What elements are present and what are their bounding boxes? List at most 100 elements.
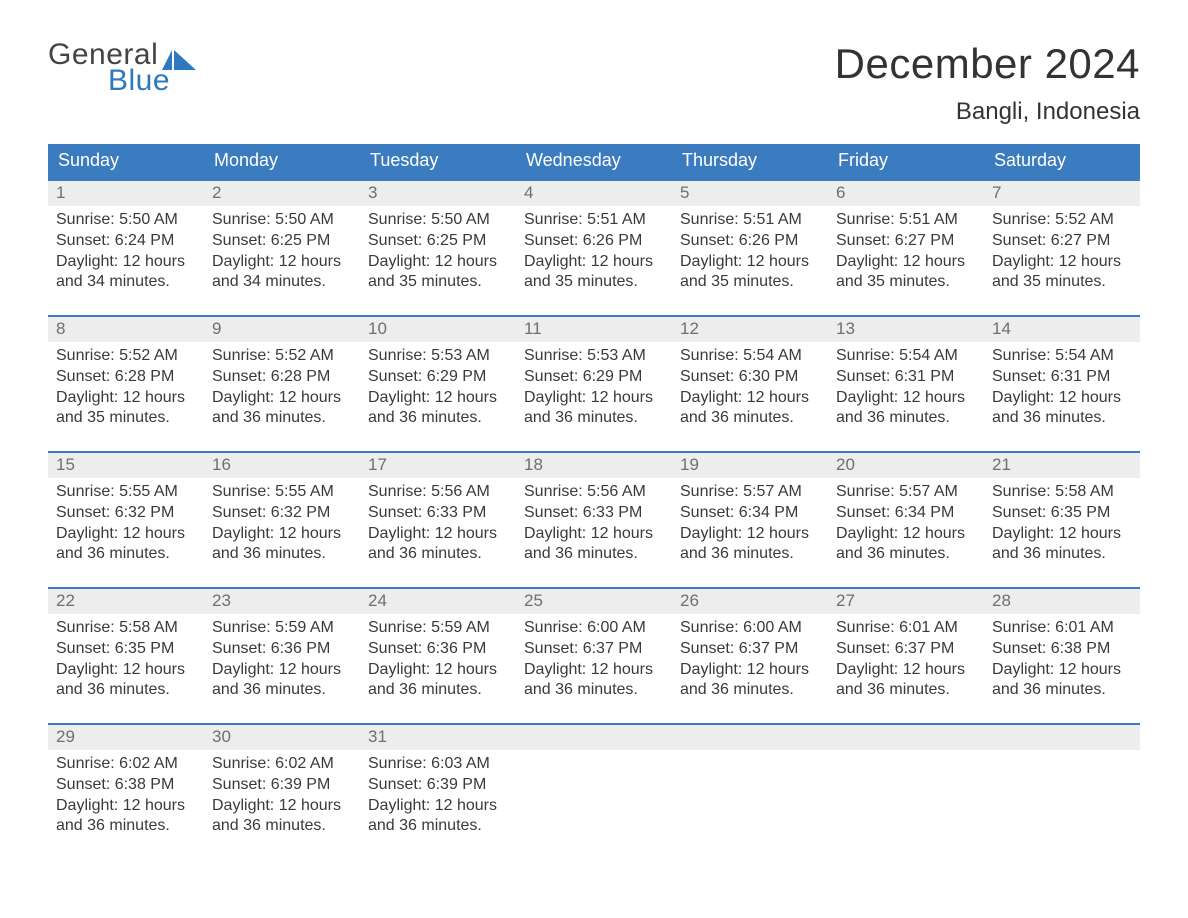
- calendar-day: 23Sunrise: 5:59 AMSunset: 6:36 PMDayligh…: [204, 589, 360, 709]
- weekday-header-row: SundayMondayTuesdayWednesdayThursdayFrid…: [48, 144, 1140, 179]
- sunrise-line: Sunrise: 5:56 AM: [368, 482, 508, 503]
- calendar-day: 29Sunrise: 6:02 AMSunset: 6:38 PMDayligh…: [48, 725, 204, 845]
- daylight-line-1: Daylight: 12 hours: [680, 660, 820, 681]
- daylight-line-1: Daylight: 12 hours: [680, 388, 820, 409]
- day-details: Sunrise: 5:52 AMSunset: 6:28 PMDaylight:…: [204, 342, 360, 429]
- sunset-line: Sunset: 6:26 PM: [524, 231, 664, 252]
- daylight-line-2: and 34 minutes.: [212, 272, 352, 293]
- sunrise-line: Sunrise: 5:51 AM: [680, 210, 820, 231]
- day-number: 29: [48, 725, 204, 750]
- day-number: 14: [984, 317, 1140, 342]
- sunset-line: Sunset: 6:28 PM: [212, 367, 352, 388]
- calendar-day: 24Sunrise: 5:59 AMSunset: 6:36 PMDayligh…: [360, 589, 516, 709]
- daylight-line-1: Daylight: 12 hours: [836, 660, 976, 681]
- day-details: Sunrise: 6:03 AMSunset: 6:39 PMDaylight:…: [360, 750, 516, 837]
- sunset-line: Sunset: 6:34 PM: [836, 503, 976, 524]
- day-details: Sunrise: 6:01 AMSunset: 6:38 PMDaylight:…: [984, 614, 1140, 701]
- daylight-line-2: and 36 minutes.: [680, 408, 820, 429]
- sunrise-line: Sunrise: 5:52 AM: [212, 346, 352, 367]
- day-number: 6: [828, 181, 984, 206]
- day-number: 19: [672, 453, 828, 478]
- daylight-line-1: Daylight: 12 hours: [212, 388, 352, 409]
- header-block: General Blue December 2024 Bangli, Indon…: [48, 40, 1140, 126]
- daylight-line-1: Daylight: 12 hours: [368, 524, 508, 545]
- calendar-day: 8Sunrise: 5:52 AMSunset: 6:28 PMDaylight…: [48, 317, 204, 437]
- sunrise-line: Sunrise: 5:57 AM: [836, 482, 976, 503]
- day-number: 22: [48, 589, 204, 614]
- daylight-line-1: Daylight: 12 hours: [212, 660, 352, 681]
- calendar-day: [828, 725, 984, 845]
- sunset-line: Sunset: 6:35 PM: [56, 639, 196, 660]
- sunrise-line: Sunrise: 6:01 AM: [836, 618, 976, 639]
- sunset-line: Sunset: 6:27 PM: [992, 231, 1132, 252]
- daylight-line-2: and 36 minutes.: [56, 544, 196, 565]
- sunrise-line: Sunrise: 5:56 AM: [524, 482, 664, 503]
- day-number: 27: [828, 589, 984, 614]
- sunset-line: Sunset: 6:34 PM: [680, 503, 820, 524]
- daylight-line-2: and 36 minutes.: [56, 680, 196, 701]
- calendar-day: 15Sunrise: 5:55 AMSunset: 6:32 PMDayligh…: [48, 453, 204, 573]
- calendar-day: 21Sunrise: 5:58 AMSunset: 6:35 PMDayligh…: [984, 453, 1140, 573]
- daylight-line-2: and 36 minutes.: [836, 408, 976, 429]
- daylight-line-2: and 35 minutes.: [524, 272, 664, 293]
- daylight-line-2: and 36 minutes.: [368, 408, 508, 429]
- daylight-line-1: Daylight: 12 hours: [56, 796, 196, 817]
- sunset-line: Sunset: 6:29 PM: [368, 367, 508, 388]
- daylight-line-2: and 36 minutes.: [212, 680, 352, 701]
- day-number: 20: [828, 453, 984, 478]
- calendar-day: 17Sunrise: 5:56 AMSunset: 6:33 PMDayligh…: [360, 453, 516, 573]
- sunset-line: Sunset: 6:37 PM: [524, 639, 664, 660]
- day-number: 18: [516, 453, 672, 478]
- day-number: 13: [828, 317, 984, 342]
- sunrise-line: Sunrise: 6:00 AM: [680, 618, 820, 639]
- sunrise-line: Sunrise: 5:59 AM: [212, 618, 352, 639]
- calendar-day: 3Sunrise: 5:50 AMSunset: 6:25 PMDaylight…: [360, 181, 516, 301]
- sunset-line: Sunset: 6:33 PM: [524, 503, 664, 524]
- day-number: [672, 725, 828, 750]
- day-number: [516, 725, 672, 750]
- sunrise-line: Sunrise: 5:53 AM: [524, 346, 664, 367]
- daylight-line-2: and 35 minutes.: [368, 272, 508, 293]
- calendar-day: 22Sunrise: 5:58 AMSunset: 6:35 PMDayligh…: [48, 589, 204, 709]
- daylight-line-1: Daylight: 12 hours: [368, 388, 508, 409]
- sunrise-line: Sunrise: 5:54 AM: [680, 346, 820, 367]
- day-details: Sunrise: 5:51 AMSunset: 6:26 PMDaylight:…: [672, 206, 828, 293]
- day-number: 9: [204, 317, 360, 342]
- day-number: 1: [48, 181, 204, 206]
- day-number: 7: [984, 181, 1140, 206]
- calendar-day: 19Sunrise: 5:57 AMSunset: 6:34 PMDayligh…: [672, 453, 828, 573]
- day-details: Sunrise: 5:58 AMSunset: 6:35 PMDaylight:…: [984, 478, 1140, 565]
- calendar-page: General Blue December 2024 Bangli, Indon…: [0, 0, 1188, 845]
- title-block: December 2024 Bangli, Indonesia: [835, 40, 1140, 126]
- weekday-header: Monday: [204, 144, 360, 179]
- day-number: 4: [516, 181, 672, 206]
- sunset-line: Sunset: 6:39 PM: [212, 775, 352, 796]
- calendar-day: 18Sunrise: 5:56 AMSunset: 6:33 PMDayligh…: [516, 453, 672, 573]
- weekday-header: Saturday: [984, 144, 1140, 179]
- sunset-line: Sunset: 6:25 PM: [368, 231, 508, 252]
- daylight-line-2: and 35 minutes.: [56, 408, 196, 429]
- day-details: Sunrise: 5:51 AMSunset: 6:26 PMDaylight:…: [516, 206, 672, 293]
- calendar-day: [672, 725, 828, 845]
- sunset-line: Sunset: 6:30 PM: [680, 367, 820, 388]
- day-number: 17: [360, 453, 516, 478]
- sunrise-line: Sunrise: 6:00 AM: [524, 618, 664, 639]
- daylight-line-1: Daylight: 12 hours: [368, 252, 508, 273]
- daylight-line-1: Daylight: 12 hours: [992, 388, 1132, 409]
- sunset-line: Sunset: 6:36 PM: [212, 639, 352, 660]
- daylight-line-2: and 35 minutes.: [680, 272, 820, 293]
- day-details: Sunrise: 6:00 AMSunset: 6:37 PMDaylight:…: [516, 614, 672, 701]
- sunset-line: Sunset: 6:37 PM: [836, 639, 976, 660]
- calendar-week: 8Sunrise: 5:52 AMSunset: 6:28 PMDaylight…: [48, 315, 1140, 437]
- sunrise-line: Sunrise: 5:52 AM: [56, 346, 196, 367]
- sunrise-line: Sunrise: 5:51 AM: [836, 210, 976, 231]
- day-details: Sunrise: 5:52 AMSunset: 6:27 PMDaylight:…: [984, 206, 1140, 293]
- sunrise-line: Sunrise: 6:03 AM: [368, 754, 508, 775]
- daylight-line-1: Daylight: 12 hours: [56, 388, 196, 409]
- sunrise-line: Sunrise: 5:54 AM: [836, 346, 976, 367]
- day-number: 8: [48, 317, 204, 342]
- day-number: 30: [204, 725, 360, 750]
- sunset-line: Sunset: 6:32 PM: [56, 503, 196, 524]
- daylight-line-2: and 36 minutes.: [524, 408, 664, 429]
- day-details: Sunrise: 5:57 AMSunset: 6:34 PMDaylight:…: [828, 478, 984, 565]
